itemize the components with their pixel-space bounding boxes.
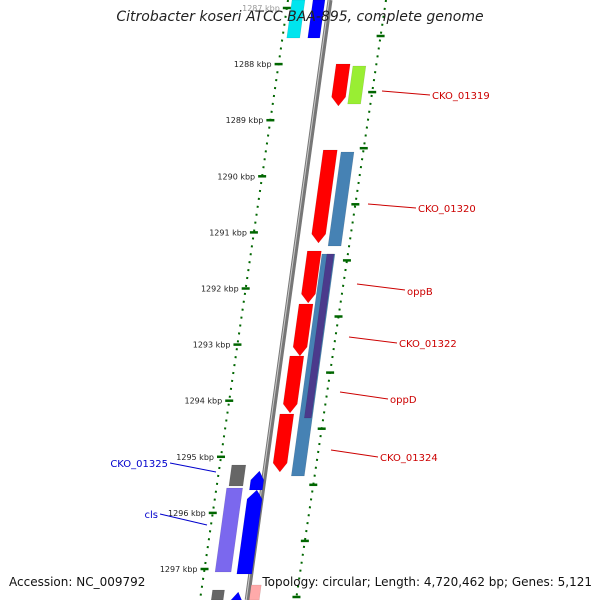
tick-label: 1297 kbp <box>160 565 198 574</box>
tick-label: 1294 kbp <box>185 397 223 406</box>
cds-cls <box>236 489 263 575</box>
gene-label: cls <box>145 510 159 521</box>
accession-text: Accession: NC_009792 <box>9 575 146 589</box>
tick-label: 1295 kbp <box>176 453 214 462</box>
gene-label-leader <box>330 449 379 458</box>
cds-oppd <box>282 355 305 414</box>
gene-label: oppD <box>390 395 417 406</box>
tick-label: 1287 kbp <box>242 4 280 13</box>
feature-steelblue-01320 <box>327 151 355 247</box>
tick-label: 1290 kbp <box>217 172 255 181</box>
cds-cko-01319 <box>331 63 351 107</box>
tick-ring <box>199 0 387 601</box>
tick-label: 1292 kbp <box>201 285 239 294</box>
gene-feature-gray-bottom <box>210 589 225 601</box>
cds-cko-01320 <box>311 149 338 244</box>
gene-feature-blue-bottom <box>229 591 243 602</box>
gene-labels: CKO_01319 CKO_01320 oppB CKO_01322 oppD CKO_0… <box>110 90 490 526</box>
tick-label: 1291 kbp <box>209 228 247 237</box>
topology-text: Topology: circular; Length: 4,720,462 bp… <box>262 575 592 589</box>
tick-label: 1293 kbp <box>193 341 231 350</box>
cds-cko-01325 <box>228 464 247 487</box>
map-title: Citrobacter koseri ATCC BAA-895, complet… <box>116 9 484 25</box>
gene-label: CKO_01320 <box>418 204 476 215</box>
gene-features <box>210 0 367 602</box>
gene-label: CKO_01322 <box>399 339 457 350</box>
gene-label: CKO_01319 <box>432 91 490 102</box>
gene-label: CKO_01325 <box>110 459 168 470</box>
gene-label-leader <box>339 391 389 400</box>
gene-label-leader <box>159 513 208 526</box>
gene-label-leader <box>367 203 417 209</box>
tick-label: 1288 kbp <box>234 60 272 69</box>
gene-label: oppB <box>407 287 433 298</box>
cds-cko-01324 <box>272 413 295 473</box>
cds-oppb <box>301 250 322 304</box>
tick-marks: 1287 kbp 1288 kbp 1289 kbp 1290 kbp 1291 kbp… <box>160 4 385 599</box>
gene-feature-blue-top <box>307 0 326 39</box>
gene-label-leader <box>381 90 431 96</box>
cds-cko-01325-blue <box>249 470 265 491</box>
gene-feature-cyan <box>286 0 306 39</box>
feature-slate-cls <box>214 487 243 573</box>
gene-label-leader <box>356 283 406 291</box>
cds-cko-01322 <box>292 303 314 357</box>
gene-label: CKO_01324 <box>380 453 438 464</box>
feature-green-01319 <box>347 65 367 105</box>
gene-label-leader <box>348 336 398 344</box>
gene-feature-pink-bottom <box>248 584 262 601</box>
ring-dotted-right <box>295 0 387 601</box>
tick-label: 1289 kbp <box>226 116 264 125</box>
ring-dotted-left <box>199 0 289 601</box>
feature-slate-operon <box>304 253 335 419</box>
gene-label-leader <box>169 462 217 473</box>
tick-label: 1296 kbp <box>168 509 206 518</box>
